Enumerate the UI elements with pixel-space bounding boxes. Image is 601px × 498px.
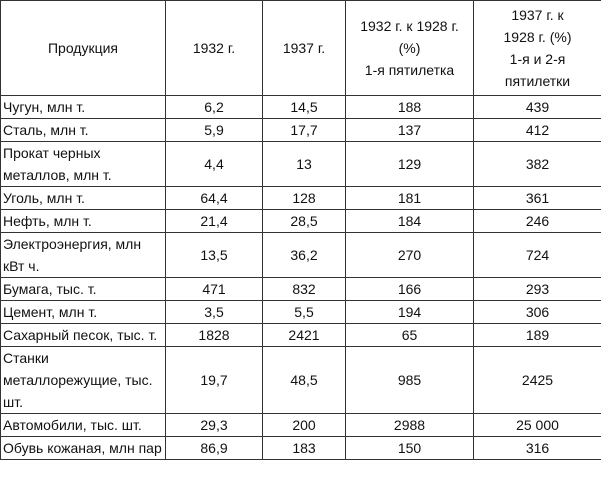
value-cell: 3,5 <box>165 300 263 324</box>
value-cell: 150 <box>345 436 474 460</box>
value-cell: 28,5 <box>262 209 346 233</box>
product-name: Электроэнергия, млн кВт ч. <box>0 232 166 278</box>
value-cell: 412 <box>473 118 601 142</box>
value-cell: 270 <box>345 232 474 278</box>
table-row: Сталь, млн т. 5,9 17,7 137 412 <box>0 118 601 142</box>
table-row: Нефть, млн т. 21,4 28,5 184 246 <box>0 209 601 233</box>
value-cell: 17,7 <box>262 118 346 142</box>
value-cell: 2421 <box>262 323 346 347</box>
value-cell: 21,4 <box>165 209 263 233</box>
header-line: пятилетки <box>504 73 571 89</box>
production-table: Продукция 1932 г. 1937 г. 1932 г. к 1928 г.… <box>0 0 601 460</box>
value-cell: 86,9 <box>165 436 263 460</box>
header-line: 1928 г. (%) <box>503 29 572 45</box>
value-cell: 19,7 <box>165 346 263 414</box>
table-row: Сахарный песок, тыс. т. 1828 2421 65 189 <box>0 323 601 347</box>
header-cell: 1937 г. к 1928 г. (%) 1-я и 2-я пятилетки <box>473 0 601 96</box>
table-header: Продукция 1932 г. 1937 г. 1932 г. к 1928 г.… <box>0 0 601 96</box>
value-cell: 166 <box>345 277 474 301</box>
value-cell: 29,3 <box>165 413 263 437</box>
value-cell: 985 <box>345 346 474 414</box>
table-row: Цемент, млн т. 3,5 5,5 194 306 <box>0 300 601 324</box>
value-cell: 6,2 <box>165 95 263 119</box>
header-line: 1-я и 2-я <box>509 51 566 67</box>
value-cell: 200 <box>262 413 346 437</box>
value-cell: 306 <box>473 300 601 324</box>
header-line: Продукция <box>47 40 119 56</box>
product-name: Сталь, млн т. <box>0 118 166 142</box>
value-cell: 25 000 <box>473 413 601 437</box>
table-row: Прокат черных металлов, млн т. 4,4 13 129 38… <box>0 141 601 187</box>
header-cell: 1937 г. <box>262 0 346 96</box>
value-cell: 183 <box>262 436 346 460</box>
header-line: (%) <box>398 40 421 56</box>
value-cell: 316 <box>473 436 601 460</box>
value-cell: 184 <box>345 209 474 233</box>
value-cell: 64,4 <box>165 186 263 210</box>
value-cell: 439 <box>473 95 601 119</box>
header-line: 1932 г. <box>192 40 236 56</box>
product-name: Станки металлорежущие, тыс. шт. <box>0 346 166 414</box>
value-cell: 181 <box>345 186 474 210</box>
table-row: Автомобили, тыс. шт. 29,3 200 2988 25 000 <box>0 413 601 437</box>
value-cell: 246 <box>473 209 601 233</box>
value-cell: 188 <box>345 95 474 119</box>
value-cell: 361 <box>473 186 601 210</box>
header-cell: 1932 г. к 1928 г. (%) 1-я пятилетка <box>345 0 474 96</box>
table-body: Чугун, млн т. 6,2 14,5 188 439 Сталь, млн т. 5… <box>0 95 601 460</box>
product-name: Прокат черных металлов, млн т. <box>0 141 166 187</box>
product-name: Обувь кожаная, млн пар <box>0 436 166 460</box>
value-cell: 36,2 <box>262 232 346 278</box>
value-cell: 832 <box>262 277 346 301</box>
value-cell: 382 <box>473 141 601 187</box>
table-row: Электроэнергия, млн кВт ч. 13,5 36,2 270 724 <box>0 232 601 278</box>
header-cell: 1932 г. <box>165 0 263 96</box>
product-name: Цемент, млн т. <box>0 300 166 324</box>
value-cell: 1828 <box>165 323 263 347</box>
value-cell: 14,5 <box>262 95 346 119</box>
product-name: Бумага, тыс. т. <box>0 277 166 301</box>
value-cell: 129 <box>345 141 474 187</box>
value-cell: 724 <box>473 232 601 278</box>
table-row: Обувь кожаная, млн пар 86,9 183 150 316 <box>0 436 601 460</box>
value-cell: 4,4 <box>165 141 263 187</box>
header-row: Продукция 1932 г. 1937 г. 1932 г. к 1928 г.… <box>0 0 601 96</box>
value-cell: 137 <box>345 118 474 142</box>
value-cell: 13 <box>262 141 346 187</box>
value-cell: 2425 <box>473 346 601 414</box>
value-cell: 194 <box>345 300 474 324</box>
value-cell: 128 <box>262 186 346 210</box>
product-name: Сахарный песок, тыс. т. <box>0 323 166 347</box>
value-cell: 13,5 <box>165 232 263 278</box>
table-row: Станки металлорежущие, тыс. шт. 19,7 48,5 9… <box>0 346 601 414</box>
table-row: Чугун, млн т. 6,2 14,5 188 439 <box>0 95 601 119</box>
product-name: Нефть, млн т. <box>0 209 166 233</box>
header-line: 1-я пятилетка <box>364 62 455 78</box>
value-cell: 2988 <box>345 413 474 437</box>
product-name: Уголь, млн т. <box>0 186 166 210</box>
value-cell: 189 <box>473 323 601 347</box>
header-line: 1937 г. к <box>511 7 564 23</box>
table-row: Уголь, млн т. 64,4 128 181 361 <box>0 186 601 210</box>
product-name: Автомобили, тыс. шт. <box>0 413 166 437</box>
value-cell: 65 <box>345 323 474 347</box>
header-cell: Продукция <box>0 0 166 96</box>
value-cell: 293 <box>473 277 601 301</box>
table-row: Бумага, тыс. т. 471 832 166 293 <box>0 277 601 301</box>
product-name: Чугун, млн т. <box>0 95 166 119</box>
value-cell: 5,5 <box>262 300 346 324</box>
header-line: 1937 г. <box>282 40 326 56</box>
value-cell: 471 <box>165 277 263 301</box>
value-cell: 48,5 <box>262 346 346 414</box>
value-cell: 5,9 <box>165 118 263 142</box>
header-line: 1932 г. к 1928 г. <box>360 18 459 34</box>
